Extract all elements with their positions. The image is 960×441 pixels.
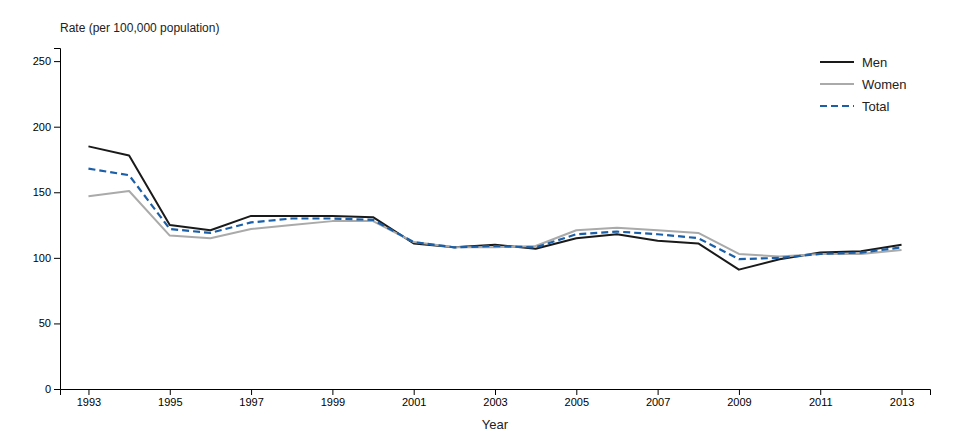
x-tick-mark xyxy=(820,389,821,395)
y-tick: 100 xyxy=(33,252,60,264)
plot: 1993 1995 1997 1999 2001 2003 2005 2007 2009 2011… xyxy=(33,49,931,408)
x-tick-mark xyxy=(902,389,903,395)
x-tick-mark xyxy=(576,389,577,395)
y-tick: 50 xyxy=(39,317,60,329)
x-tick-label: 1993 xyxy=(77,396,101,408)
x-tick-mark xyxy=(251,389,252,395)
legend-swatch xyxy=(820,83,854,85)
x-tick-mark xyxy=(88,389,89,395)
x-tick: 1993 xyxy=(77,389,101,408)
x-tick-label: 2003 xyxy=(483,396,507,408)
x-axis-title: Year xyxy=(482,417,509,432)
y-tick-mark xyxy=(54,61,60,62)
x-tick: 2007 xyxy=(646,389,670,408)
y-tick-mark xyxy=(54,323,60,324)
x-tick-mark xyxy=(658,389,659,395)
y-tick-mark xyxy=(54,192,60,193)
x-tick: 2009 xyxy=(727,389,751,408)
y-axis: 0 50 100 150 200 250 xyxy=(33,49,61,396)
x-axis-line xyxy=(61,390,931,396)
x-tick: 2005 xyxy=(565,389,589,408)
x-tick-label: 1997 xyxy=(239,396,263,408)
lines xyxy=(88,146,901,269)
x-tick-label: 1999 xyxy=(321,396,345,408)
x-tick-mark xyxy=(170,389,171,395)
legend-label: Women xyxy=(862,77,907,92)
legend-swatch xyxy=(820,61,854,63)
legend: Men Women Total xyxy=(820,55,907,114)
y-tick-label: 0 xyxy=(45,383,51,395)
x-tick-label: 2011 xyxy=(809,396,833,408)
y-tick-label: 200 xyxy=(33,121,51,133)
chart: 1993 1995 1997 1999 2001 2003 2005 2007 2009 2011… xyxy=(0,0,960,441)
legend-item: Total xyxy=(820,99,890,114)
y-tick-mark xyxy=(54,258,60,259)
legend-label: Men xyxy=(862,55,887,70)
x-tick: 2001 xyxy=(402,389,426,408)
y-axis-line xyxy=(54,49,61,390)
y-tick-label: 50 xyxy=(39,317,51,329)
y-tick-label: 250 xyxy=(33,55,51,67)
legend-item: Women xyxy=(820,77,907,92)
x-tick-label: 2009 xyxy=(727,396,751,408)
y-tick: 200 xyxy=(33,121,60,133)
x-tick-mark xyxy=(495,389,496,395)
x-tick-label: 1995 xyxy=(158,396,182,408)
x-tick-label: 2013 xyxy=(890,396,914,408)
y-tick: 250 xyxy=(33,55,60,67)
y-tick-label: 150 xyxy=(33,186,51,198)
x-tick: 1997 xyxy=(239,389,263,408)
x-tick: 1995 xyxy=(158,389,182,408)
x-tick-label: 2007 xyxy=(646,396,670,408)
x-axis: 1993 1995 1997 1999 2001 2003 2005 2007 2009 2011… xyxy=(61,389,931,408)
series-line xyxy=(88,146,901,269)
x-tick-label: 2001 xyxy=(402,396,426,408)
y-tick-mark xyxy=(54,389,60,390)
y-tick: 0 xyxy=(45,383,60,395)
legend-swatch xyxy=(820,105,854,107)
x-tick: 1999 xyxy=(321,389,345,408)
series-line xyxy=(88,169,901,259)
y-axis-title: Rate (per 100,000 population) xyxy=(60,21,219,35)
x-tick: 2013 xyxy=(890,389,914,408)
x-tick: 2011 xyxy=(809,389,833,408)
y-tick: 150 xyxy=(33,186,60,198)
y-tick-mark xyxy=(54,127,60,128)
x-tick-mark xyxy=(739,389,740,395)
y-tick-label: 100 xyxy=(33,252,51,264)
x-tick: 2003 xyxy=(483,389,507,408)
x-tick-mark xyxy=(414,389,415,395)
x-tick-mark xyxy=(332,389,333,395)
legend-item: Men xyxy=(820,55,887,70)
x-tick-label: 2005 xyxy=(565,396,589,408)
legend-label: Total xyxy=(862,99,890,114)
